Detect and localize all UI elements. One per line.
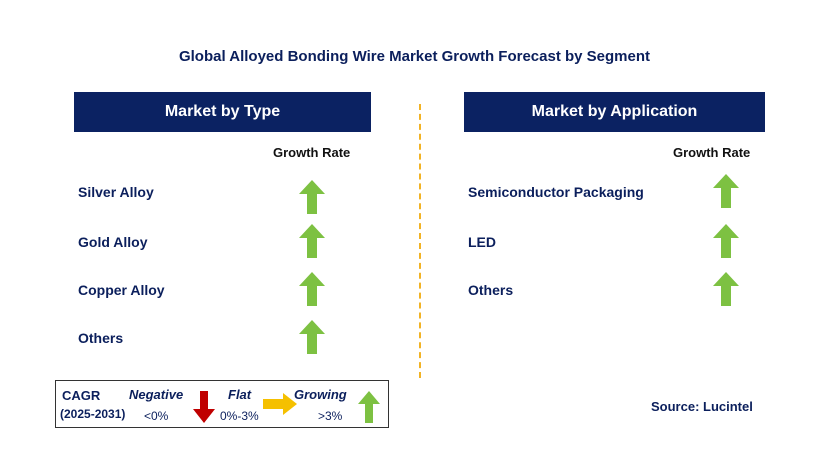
type-row-label-gold-alloy: Gold Alloy [78, 234, 148, 250]
growing-arrow-icon [713, 224, 739, 258]
legend-negative-label: Negative [129, 387, 184, 402]
growing-arrow-icon [299, 224, 325, 258]
growing-arrow-icon [358, 391, 380, 423]
growing-arrow-icon [299, 180, 325, 214]
flat-arrow-icon [263, 393, 297, 415]
legend-negative-value: <0% [144, 409, 169, 423]
growing-arrow-icon [713, 174, 739, 208]
type-panel-header: Market by Type [74, 92, 371, 132]
legend-flat-label: Flat [228, 387, 252, 402]
panel-divider [419, 104, 421, 378]
application-panel-header: Market by Application [464, 92, 765, 132]
negative-arrow-icon [193, 391, 215, 423]
type-row-label-copper-alloy: Copper Alloy [78, 282, 165, 298]
growing-arrow-icon [299, 320, 325, 354]
legend-cagr-label: CAGR [62, 388, 101, 403]
application-row-label-others: Others [468, 282, 514, 298]
source-note: Source: Lucintel [651, 399, 753, 414]
legend-growing-label: Growing [294, 387, 347, 402]
growing-arrow-icon [299, 272, 325, 306]
legend-growing-value: >3% [318, 409, 343, 423]
growing-arrow-icon [713, 272, 739, 306]
type-row-label-others: Others [78, 330, 124, 346]
type-row-label-silver-alloy: Silver Alloy [78, 184, 154, 200]
cagr-legend: CAGR (2025-2031) Negative <0% Flat 0%-3%… [55, 380, 389, 428]
application-growth-rate-heading: Growth Rate [673, 145, 751, 160]
legend-period: (2025-2031) [60, 407, 126, 421]
legend-flat-value: 0%-3% [220, 409, 259, 423]
application-row-label-semiconductor-packaging: Semiconductor Packaging [468, 184, 644, 200]
chart-title: Global Alloyed Bonding Wire Market Growt… [178, 48, 651, 65]
type-growth-rate-heading: Growth Rate [273, 145, 351, 160]
application-row-label-led: LED [468, 234, 496, 250]
